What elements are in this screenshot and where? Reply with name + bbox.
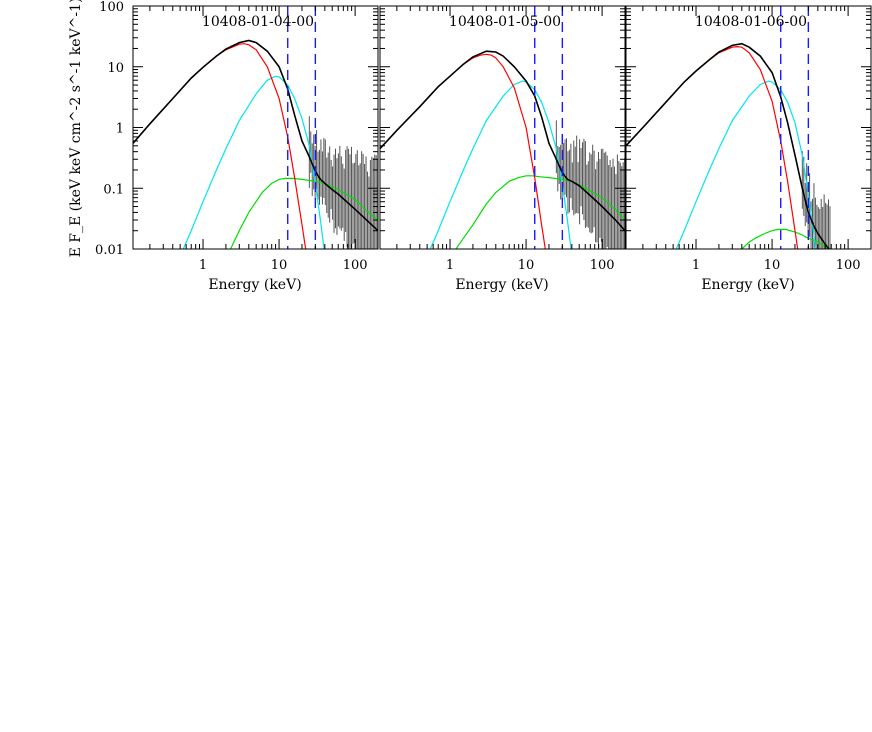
- x-axis-label-2: Energy (keV): [455, 277, 548, 293]
- spectrum-panel-3: 10408-01-06-00 1 10 100 Energy (keV): [625, 5, 872, 293]
- model-curves-2: [380, 50, 625, 249]
- y-tick-label: 10: [107, 61, 124, 76]
- x-tick-label: 10: [764, 258, 781, 273]
- y-tick-label: 100: [99, 0, 124, 15]
- panel-title-3: 10408-01-06-00: [695, 14, 807, 30]
- data-points-3: [801, 151, 831, 249]
- panel-frame-2: [379, 5, 626, 250]
- x-tick-label: 1: [199, 258, 207, 273]
- powerlaw-component-curve: [229, 177, 378, 249]
- total-model-curve: [380, 50, 625, 232]
- x-tick-labels-1: 1 10 100: [199, 258, 368, 273]
- band-limits-2: [534, 6, 564, 249]
- axis-ticks-1: [133, 6, 379, 250]
- y-tick-label: 0.1: [103, 182, 124, 197]
- x-axis-label-3: Energy (keV): [701, 277, 794, 293]
- x-axis-label-1: Energy (keV): [208, 277, 301, 293]
- axis-ticks-2: [380, 6, 626, 250]
- model-curves-3: [626, 42, 832, 249]
- total-model-curve: [626, 42, 831, 249]
- band-limits-1: [287, 6, 317, 249]
- x-tick-label: 100: [343, 258, 368, 273]
- panel-title-2: 10408-01-05-00: [449, 14, 561, 30]
- disk-component-curve: [380, 53, 546, 249]
- y-tick-label: 1: [116, 122, 124, 137]
- x-tick-label: 10: [271, 258, 288, 273]
- panel-title-1: 10408-01-04-00: [202, 14, 314, 30]
- band-limits-3: [780, 6, 810, 249]
- powerlaw-component-curve: [455, 175, 625, 249]
- comptonization-component-curve: [429, 80, 572, 249]
- x-tick-label: 10: [518, 258, 535, 273]
- x-tick-label: 100: [836, 258, 861, 273]
- data-points-2: [555, 120, 626, 249]
- spectrum-panel-1: 10408-01-04-00 1 10 100 0.01 0.1 1 10 10…: [68, 0, 379, 293]
- y-tick-label: 0.01: [95, 243, 124, 258]
- spectrum-panel-2: 10408-01-05-00 1 10 100 Energy (keV): [379, 5, 626, 293]
- x-tick-label: 1: [692, 258, 700, 273]
- x-tick-label: 100: [590, 258, 615, 273]
- y-axis-label: E F_E (keV keV cm^-2 s^-1 keV^-1): [68, 0, 84, 257]
- panel-frame-1: [132, 5, 379, 250]
- comptonization-component-curve: [182, 75, 325, 249]
- powerlaw-component-curve: [741, 228, 832, 249]
- spectral-figure: 10408-01-04-00 1 10 100 0.01 0.1 1 10 10…: [68, 0, 872, 293]
- x-tick-labels-2: 1 10 100: [446, 258, 615, 273]
- x-tick-label: 1: [446, 258, 454, 273]
- x-tick-labels-3: 1 10 100: [692, 258, 861, 273]
- panel-frame-3: [625, 5, 872, 250]
- axis-ticks-3: [626, 6, 872, 250]
- comptonization-component-curve: [675, 80, 817, 249]
- y-tick-labels: 0.01 0.1 1 10 100: [95, 0, 124, 258]
